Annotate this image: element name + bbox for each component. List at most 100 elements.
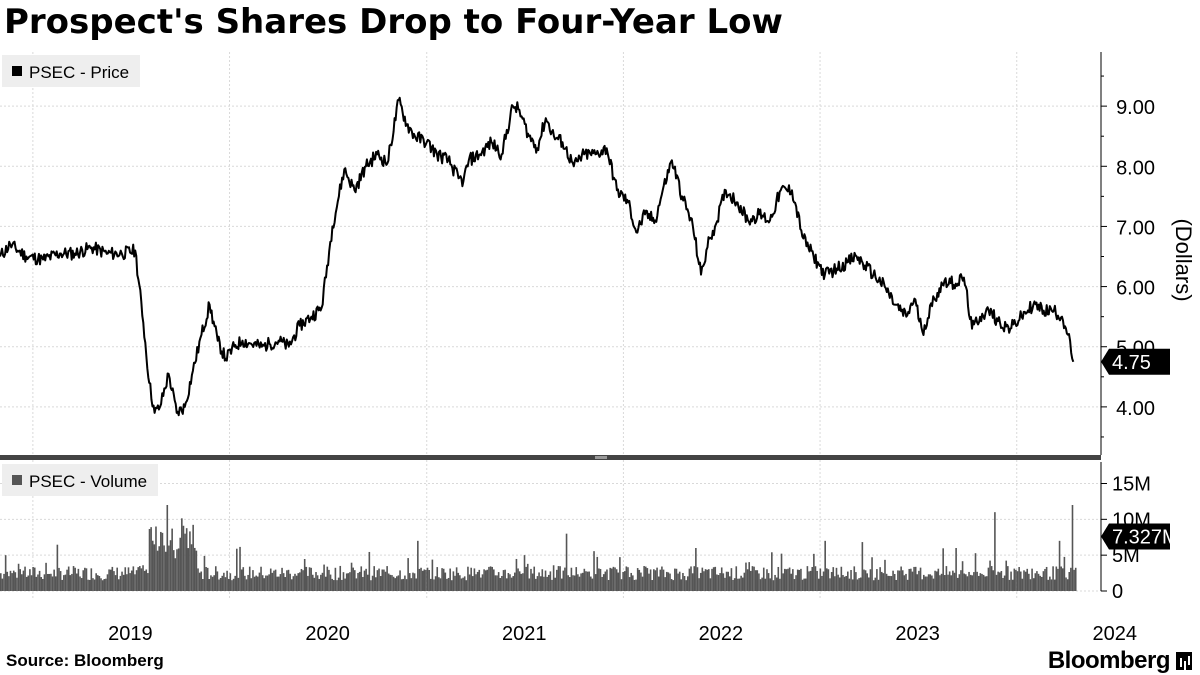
volume-bar	[974, 553, 977, 591]
volume-bar	[720, 567, 723, 591]
volume-bar	[37, 574, 39, 591]
volume-bar	[737, 578, 739, 591]
volume-bar	[956, 577, 959, 591]
volume-bar	[75, 573, 78, 591]
volume-bar	[1026, 568, 1029, 591]
volume-bar	[858, 578, 860, 591]
volume-bar	[783, 568, 786, 591]
price-last-value-text: 4.75	[1112, 352, 1151, 374]
volume-bar	[549, 571, 552, 591]
volume-bar	[517, 568, 519, 591]
volume-bar	[523, 555, 526, 591]
volume-bar	[400, 579, 403, 591]
volume-bar	[664, 577, 666, 591]
volume-bar	[754, 570, 757, 591]
volume-bar	[413, 573, 416, 591]
volume-bar	[817, 578, 820, 591]
volume-bar	[130, 570, 133, 591]
volume-bar	[565, 533, 568, 591]
source-note: Source: Bloomberg	[6, 651, 164, 670]
volume-bar	[40, 577, 43, 591]
volume-bar	[761, 577, 763, 591]
volume-bar	[822, 571, 825, 591]
volume-bar	[756, 570, 759, 591]
volume-bar	[696, 567, 699, 591]
volume-bar	[665, 571, 668, 591]
volume-bar	[182, 525, 185, 591]
volume-bar	[203, 555, 206, 591]
volume-bar	[1050, 579, 1053, 591]
volume-bar	[1005, 560, 1008, 591]
volume-bar	[719, 573, 721, 591]
volume-bar	[345, 573, 348, 591]
volume-bar	[441, 568, 443, 591]
volume-bar	[685, 580, 687, 591]
volume-bar	[381, 569, 384, 591]
volume-bar	[908, 568, 911, 591]
volume-bar	[502, 570, 505, 591]
volume-bar	[375, 577, 377, 591]
volume-bar	[688, 568, 691, 591]
volume-bar	[559, 566, 561, 591]
volume-bar	[289, 573, 291, 591]
volume-bar	[1018, 567, 1020, 591]
volume-bar	[1016, 571, 1019, 591]
volume-bar	[531, 573, 534, 591]
volume-bar	[214, 566, 217, 591]
volume-bar	[889, 575, 891, 591]
volume-bar	[484, 570, 487, 591]
volume-bar	[229, 573, 232, 591]
volume-bar	[738, 578, 741, 591]
volume-bar	[541, 569, 544, 591]
volume-bar	[95, 573, 97, 591]
volume-bar	[452, 571, 455, 591]
volume-bar	[966, 576, 969, 591]
volume-bar	[339, 565, 342, 591]
volume-bar	[9, 570, 12, 591]
volume-bar	[625, 566, 628, 591]
volume-bar	[134, 574, 136, 591]
volume-bar	[771, 552, 773, 591]
volume-bar	[981, 573, 983, 591]
x-tick-label: 2024	[1093, 623, 1138, 645]
volume-bar	[129, 573, 131, 591]
volume-bar	[927, 574, 930, 591]
volume-bar	[350, 562, 353, 591]
volume-bar	[593, 551, 595, 591]
volume-bar	[880, 571, 883, 591]
volume-bar	[105, 578, 107, 591]
volume-bar	[58, 567, 60, 591]
volume-bar	[79, 576, 81, 591]
volume-bar	[514, 572, 516, 591]
volume-bar	[793, 579, 796, 591]
volume-bar	[560, 578, 563, 591]
volume-bar	[568, 577, 571, 591]
volume-bar	[890, 576, 893, 591]
volume-bar	[892, 570, 894, 591]
volume-bar	[379, 576, 382, 591]
volume-bar	[504, 569, 506, 591]
volume-bar	[824, 540, 826, 591]
volume-bar	[232, 578, 235, 591]
volume-bar	[389, 574, 392, 591]
volume-bar	[825, 568, 828, 591]
volume-bar	[1011, 579, 1014, 591]
volume-bar	[1044, 568, 1046, 591]
panel-separator	[0, 455, 1101, 460]
volume-bar	[263, 578, 266, 591]
volume-bar	[722, 573, 725, 591]
volume-bar	[986, 576, 988, 591]
volume-bar	[300, 568, 303, 591]
price-last-value: 4.75	[1101, 348, 1170, 375]
volume-bar	[46, 573, 49, 591]
volume-bar	[538, 572, 540, 591]
volume-bar	[727, 571, 729, 591]
volume-bar	[1052, 566, 1054, 591]
volume-bar	[135, 570, 138, 591]
volume-bar	[158, 546, 161, 591]
volume-bar	[368, 551, 371, 591]
volume-bar	[806, 566, 809, 591]
volume-bar	[77, 568, 80, 591]
volume-bar	[14, 572, 17, 591]
volume-bar	[678, 571, 681, 591]
